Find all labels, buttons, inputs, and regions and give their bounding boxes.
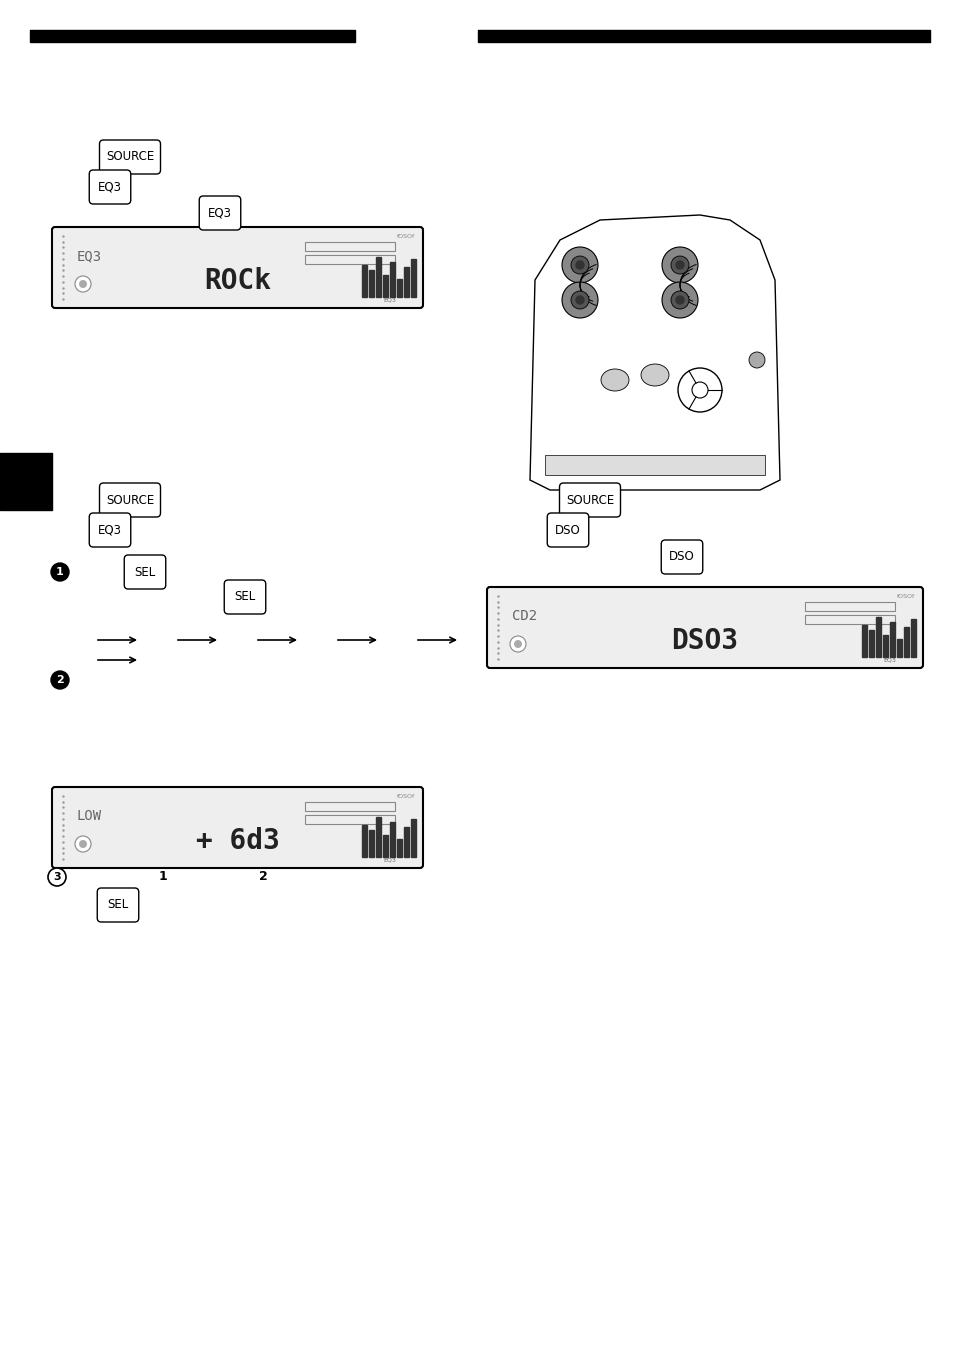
Text: DSO: DSO <box>555 523 580 537</box>
Bar <box>396 840 401 857</box>
Bar <box>305 802 395 811</box>
Bar <box>411 819 416 857</box>
Text: fOSOf: fOSOf <box>896 594 914 599</box>
Bar <box>411 260 416 297</box>
FancyBboxPatch shape <box>486 587 923 668</box>
Bar <box>382 836 388 857</box>
Text: EQ3: EQ3 <box>882 657 896 662</box>
Ellipse shape <box>640 364 668 387</box>
Circle shape <box>514 639 521 648</box>
Text: 3: 3 <box>53 872 61 882</box>
Bar <box>868 630 873 657</box>
Text: EQ3: EQ3 <box>77 249 102 264</box>
Circle shape <box>576 261 583 269</box>
FancyBboxPatch shape <box>224 580 266 614</box>
Circle shape <box>571 291 588 310</box>
Bar <box>369 830 374 857</box>
Bar <box>375 817 380 857</box>
Circle shape <box>75 836 91 852</box>
Text: ROCk: ROCk <box>204 266 271 295</box>
Text: 1: 1 <box>158 871 167 883</box>
Bar <box>910 619 915 657</box>
Text: LOW: LOW <box>77 810 102 823</box>
Bar <box>903 627 908 657</box>
Circle shape <box>661 283 698 318</box>
Text: SEL: SEL <box>134 565 155 579</box>
FancyBboxPatch shape <box>97 888 138 922</box>
Text: DSO: DSO <box>668 550 694 564</box>
Text: SOURCE: SOURCE <box>106 150 154 164</box>
Text: SOURCE: SOURCE <box>106 493 154 507</box>
FancyBboxPatch shape <box>52 787 422 868</box>
FancyBboxPatch shape <box>99 141 160 174</box>
Bar <box>804 615 894 625</box>
Text: + 6d3: + 6d3 <box>195 827 279 854</box>
Bar <box>382 274 388 297</box>
Circle shape <box>561 247 598 283</box>
Text: SEL: SEL <box>234 591 255 603</box>
Bar <box>403 266 409 297</box>
Text: 1: 1 <box>56 566 64 577</box>
Circle shape <box>51 671 69 690</box>
Circle shape <box>79 280 87 288</box>
Circle shape <box>79 840 87 848</box>
Text: 2: 2 <box>56 675 64 685</box>
Circle shape <box>676 296 683 304</box>
Bar <box>305 256 395 264</box>
Text: 2: 2 <box>258 871 267 883</box>
Bar <box>882 635 887 657</box>
Circle shape <box>670 291 688 310</box>
FancyBboxPatch shape <box>52 227 422 308</box>
FancyBboxPatch shape <box>90 170 131 204</box>
Circle shape <box>51 562 69 581</box>
Text: EQ3: EQ3 <box>383 857 396 863</box>
Text: SEL: SEL <box>108 899 129 911</box>
Circle shape <box>571 256 588 274</box>
Circle shape <box>670 256 688 274</box>
Bar <box>369 270 374 297</box>
Circle shape <box>678 368 721 412</box>
Bar <box>390 822 395 857</box>
Text: CD2: CD2 <box>512 610 537 623</box>
Circle shape <box>748 352 764 368</box>
Bar <box>403 827 409 857</box>
Polygon shape <box>544 456 764 475</box>
Bar <box>375 257 380 297</box>
FancyBboxPatch shape <box>124 556 166 589</box>
Circle shape <box>561 283 598 318</box>
Bar <box>390 262 395 297</box>
Text: EQ3: EQ3 <box>98 181 122 193</box>
Text: fOSOf: fOSOf <box>396 234 415 239</box>
FancyBboxPatch shape <box>90 512 131 548</box>
Circle shape <box>576 296 583 304</box>
Circle shape <box>48 868 66 886</box>
Bar <box>396 279 401 297</box>
Text: fOSOf: fOSOf <box>396 794 415 799</box>
Bar <box>862 625 866 657</box>
FancyBboxPatch shape <box>558 483 619 516</box>
Bar <box>804 602 894 611</box>
Text: EQ3: EQ3 <box>383 297 396 301</box>
FancyBboxPatch shape <box>547 512 588 548</box>
FancyBboxPatch shape <box>660 539 702 575</box>
Text: DSO3: DSO3 <box>671 627 738 654</box>
Bar <box>305 815 395 823</box>
Ellipse shape <box>600 369 628 391</box>
Circle shape <box>691 383 707 397</box>
Bar <box>889 622 894 657</box>
Circle shape <box>661 247 698 283</box>
Circle shape <box>75 276 91 292</box>
Bar <box>361 825 367 857</box>
Text: EQ3: EQ3 <box>208 207 232 219</box>
Bar <box>361 265 367 297</box>
Circle shape <box>676 261 683 269</box>
FancyBboxPatch shape <box>199 196 240 230</box>
Circle shape <box>510 635 525 652</box>
Bar <box>896 639 901 657</box>
Bar <box>875 617 880 657</box>
Text: EQ3: EQ3 <box>98 523 122 537</box>
Bar <box>305 242 395 251</box>
FancyBboxPatch shape <box>99 483 160 516</box>
Text: SOURCE: SOURCE <box>565 493 614 507</box>
